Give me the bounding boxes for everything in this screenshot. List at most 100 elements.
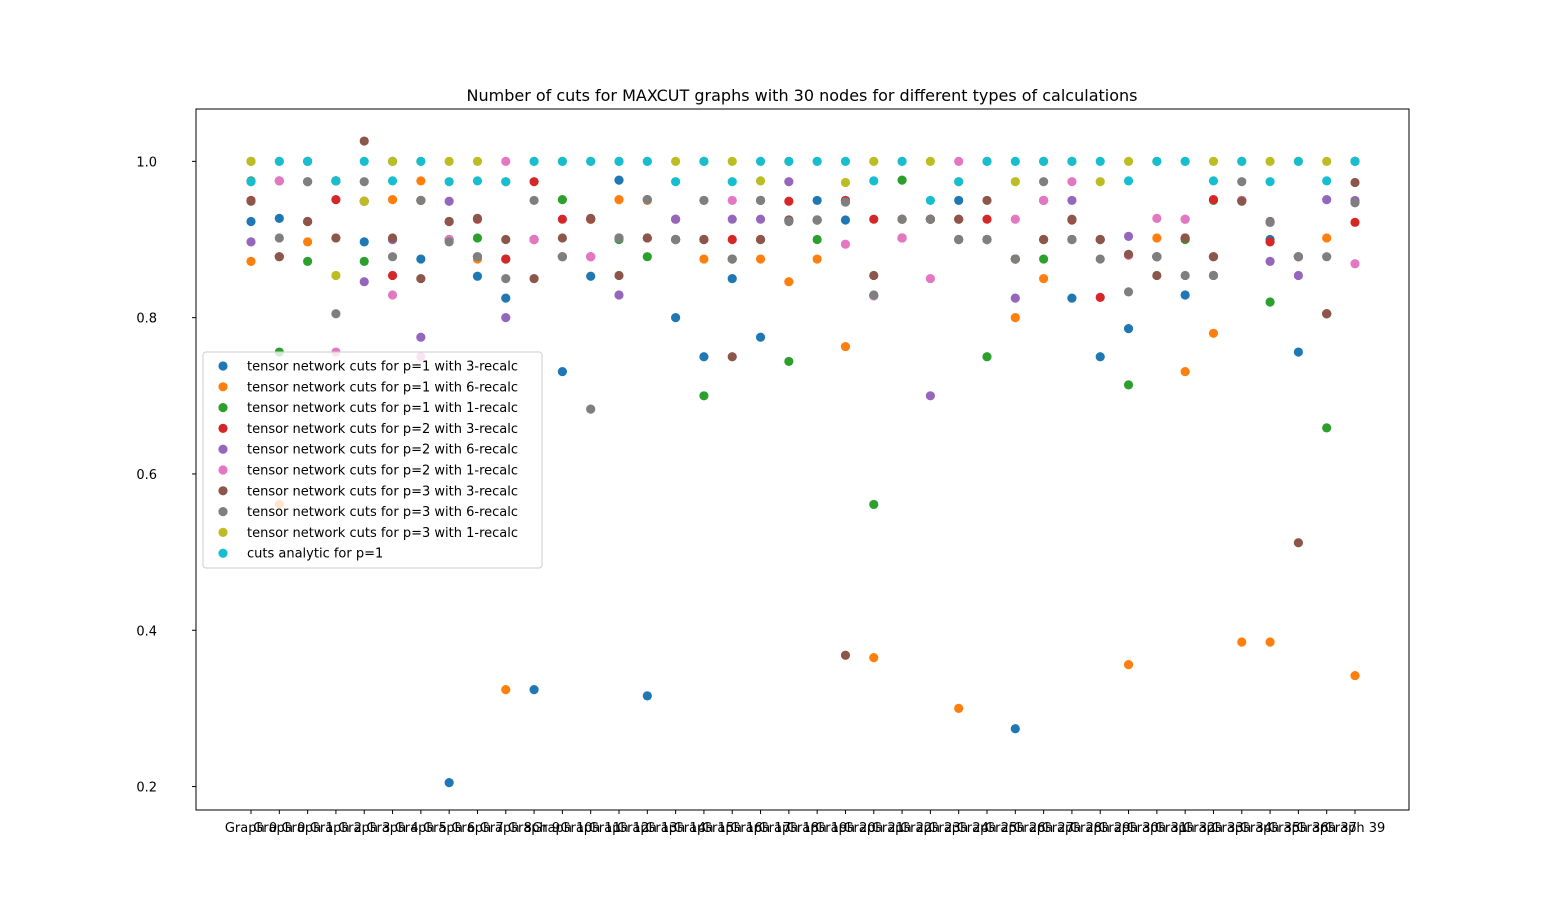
- data-point: [586, 252, 596, 262]
- data-point: [501, 273, 511, 284]
- data-point: [1067, 214, 1077, 224]
- x-tick-label: Graph 7: [451, 821, 503, 836]
- data-point: [416, 195, 426, 206]
- data-point: [472, 233, 483, 243]
- data-point: [387, 233, 398, 243]
- x-tick-label: Graph 37: [1296, 821, 1357, 836]
- x-tick-label: Graph 12: [589, 821, 650, 836]
- data-point: [925, 391, 935, 401]
- data-point: [897, 214, 907, 224]
- legend-label: tensor network cuts for p=2 with 6-recal…: [247, 443, 518, 458]
- data-point: [671, 177, 681, 187]
- data-point: [1039, 234, 1049, 245]
- x-tick-label: Graph 18: [759, 821, 820, 836]
- data-point: [1265, 237, 1275, 247]
- data-point: [699, 195, 709, 206]
- data-point: [1322, 156, 1332, 166]
- data-point: [1039, 273, 1049, 284]
- data-point: [699, 156, 709, 166]
- data-point: [1010, 254, 1020, 264]
- legend-label: cuts analytic for p=1: [247, 547, 383, 562]
- data-point: [840, 197, 851, 207]
- data-point: [1039, 156, 1049, 166]
- data-point: [642, 233, 652, 243]
- data-point: [727, 156, 737, 166]
- data-point: [1293, 156, 1303, 166]
- data-point: [274, 213, 284, 224]
- data-point: [1010, 724, 1020, 734]
- data-point: [444, 156, 454, 166]
- data-point: [246, 216, 256, 227]
- data-point: [1152, 252, 1162, 262]
- x-tick-label: Graph 25: [957, 821, 1018, 836]
- data-point: [1180, 156, 1190, 166]
- y-axis: 0.2 0.4 0.6 0.8 1.0: [136, 155, 196, 796]
- data-point: [897, 175, 907, 185]
- data-point: [1123, 323, 1134, 334]
- data-point: [954, 177, 964, 187]
- data-point: [501, 254, 511, 264]
- data-point: [444, 216, 454, 227]
- data-point: [387, 290, 398, 300]
- data-point: [501, 685, 511, 695]
- data-point: [1095, 292, 1105, 302]
- data-point: [755, 214, 766, 224]
- data-point: [954, 156, 964, 166]
- x-tick-label: Graph 0: [253, 821, 305, 836]
- data-point: [1350, 259, 1360, 269]
- data-point: [1322, 195, 1332, 205]
- data-point: [840, 650, 851, 660]
- data-point: [557, 156, 567, 166]
- data-point: [416, 156, 426, 166]
- data-point: [869, 290, 879, 300]
- legend-label: tensor network cuts for p=1 with 6-recal…: [247, 380, 518, 395]
- data-point: [727, 273, 737, 284]
- x-tick-label: Graph 33: [1183, 821, 1244, 836]
- data-point: [1180, 270, 1190, 281]
- x-tick-label: Graph 32: [1155, 821, 1216, 836]
- data-point: [954, 214, 964, 224]
- data-point: [1350, 217, 1360, 227]
- legend-marker: [218, 444, 228, 454]
- data-point: [303, 177, 313, 187]
- data-point: [727, 195, 737, 206]
- data-point: [1152, 270, 1162, 281]
- legend-marker: [218, 527, 228, 538]
- x-tick-label: Graph 26: [985, 821, 1046, 836]
- legend-marker: [218, 548, 228, 558]
- x-tick-label: Graph 24: [928, 821, 989, 836]
- x-tick-label: Graph 6: [423, 821, 475, 836]
- data-point: [784, 156, 794, 166]
- data-point: [444, 177, 454, 187]
- data-point: [1265, 156, 1275, 166]
- data-point: [840, 215, 851, 225]
- y-tick-label: 0.8: [136, 312, 157, 327]
- data-point: [1322, 176, 1332, 186]
- x-tick-label: Graph 13: [617, 821, 678, 836]
- data-point: [387, 156, 398, 166]
- data-point: [1350, 177, 1360, 188]
- data-point: [1123, 380, 1134, 390]
- data-point: [1265, 256, 1275, 266]
- data-point: [1180, 290, 1190, 300]
- data-point: [557, 366, 567, 377]
- data-point: [586, 271, 596, 281]
- data-point: [1208, 176, 1219, 186]
- data-point: [387, 195, 398, 205]
- data-point: [1067, 195, 1077, 206]
- data-point: [614, 290, 624, 300]
- data-point: [982, 214, 992, 224]
- x-tick-label: Graph 23: [900, 821, 961, 836]
- data-point: [501, 156, 511, 166]
- data-point: [1123, 176, 1134, 186]
- data-point: [359, 177, 369, 187]
- data-point: [784, 216, 794, 227]
- data-point: [614, 195, 624, 205]
- legend-label: tensor network cuts for p=3 with 3-recal…: [247, 484, 518, 499]
- x-tick-label: Graph 4: [366, 821, 418, 836]
- data-point: [840, 239, 851, 249]
- data-point: [1067, 293, 1077, 303]
- data-point: [1152, 213, 1162, 224]
- data-point: [727, 214, 737, 224]
